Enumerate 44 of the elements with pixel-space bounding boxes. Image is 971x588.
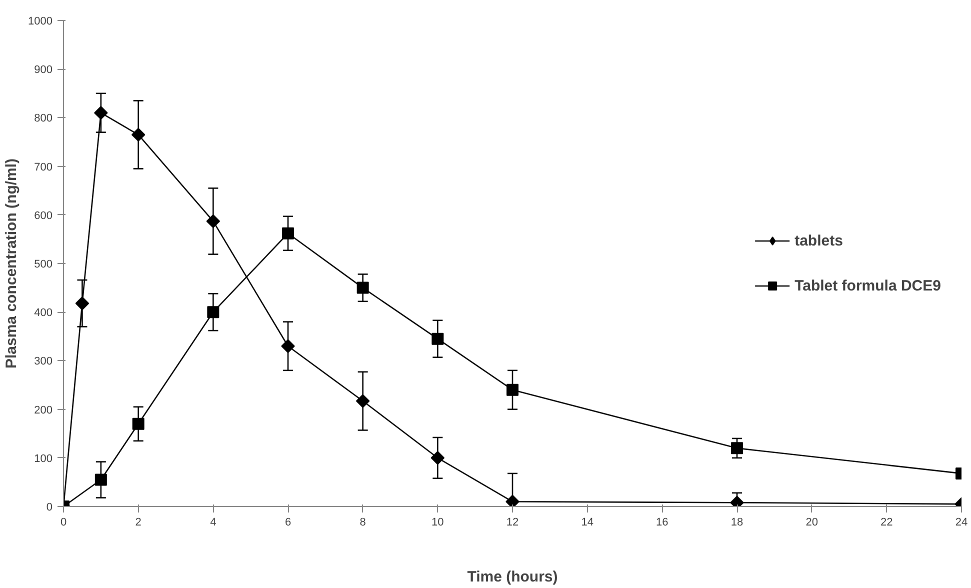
point xyxy=(282,227,294,240)
y-tick-label: 1000 xyxy=(28,16,53,28)
x-tick-label: 12 xyxy=(506,516,519,528)
point xyxy=(131,128,146,142)
point xyxy=(506,384,518,396)
y-tick-label: 200 xyxy=(34,404,53,416)
point xyxy=(281,339,295,353)
y-tick-label: 600 xyxy=(34,210,53,222)
x-tick-label: 24 xyxy=(955,516,968,528)
legend-label: Tablet formula DCE9 xyxy=(794,277,941,294)
point xyxy=(430,451,445,465)
x-tick-label: 4 xyxy=(210,516,216,528)
x-tick-label: 16 xyxy=(656,516,668,528)
y-tick-label: 900 xyxy=(34,64,53,76)
y-tick-label: 700 xyxy=(34,161,53,174)
point xyxy=(75,296,90,310)
x-tick-label: 18 xyxy=(730,516,744,528)
point xyxy=(356,394,370,408)
y-axis-title: Plasma concentration (ng/ml) xyxy=(3,158,20,369)
point xyxy=(94,474,107,486)
legend-label: tablets xyxy=(794,232,843,249)
point xyxy=(506,494,520,506)
y-tick-label: 800 xyxy=(34,112,53,125)
y-tick-label: 400 xyxy=(34,307,53,320)
point xyxy=(207,306,220,318)
x-tick-label: 0 xyxy=(60,516,67,528)
x-tick-label: 20 xyxy=(806,516,818,528)
x-tick-label: 2 xyxy=(135,516,142,528)
y-tick-label: 0 xyxy=(46,502,53,514)
point xyxy=(356,282,369,294)
x-tick-label: 8 xyxy=(360,516,366,528)
point xyxy=(731,442,743,454)
x-axis-title: Time (hours) xyxy=(467,568,558,586)
x-tick-label: 22 xyxy=(880,516,893,528)
point xyxy=(206,214,220,228)
point xyxy=(432,332,444,345)
y-tick-label: 100 xyxy=(34,452,53,465)
x-tick-label: 14 xyxy=(581,516,594,528)
point xyxy=(132,418,144,430)
point xyxy=(94,106,108,120)
y-tick-label: 300 xyxy=(34,356,53,368)
x-tick-label: 6 xyxy=(284,516,292,528)
x-tick-label: 10 xyxy=(432,516,444,528)
y-tick-label: 500 xyxy=(34,258,53,270)
